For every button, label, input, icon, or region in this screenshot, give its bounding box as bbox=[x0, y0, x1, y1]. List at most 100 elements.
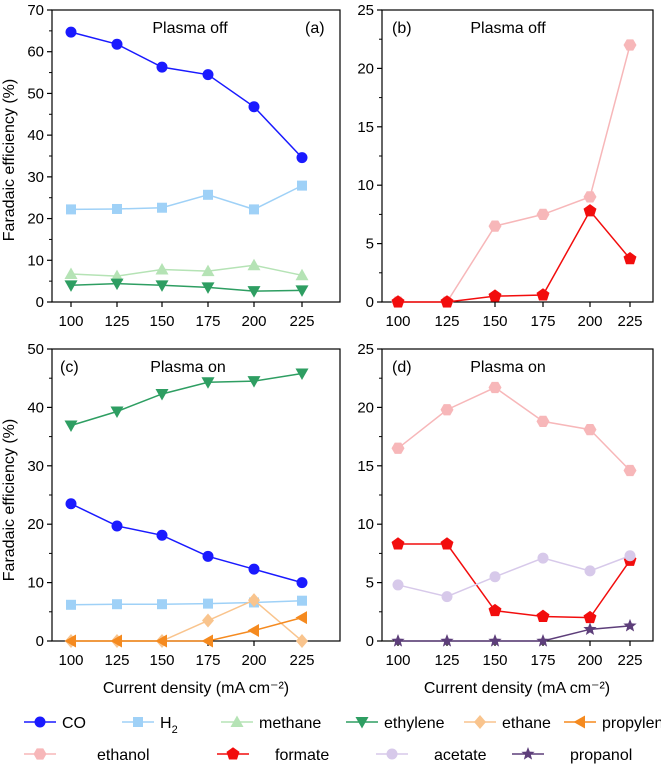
data-point-methane bbox=[155, 262, 169, 275]
data-point-propanol bbox=[488, 634, 502, 647]
y-axis-title-bottom: Faradaic efficiency (%) bbox=[1, 419, 18, 581]
legend-marker-methane bbox=[230, 715, 244, 727]
x-tick-label: 125 bbox=[104, 313, 129, 330]
y-tick-label: 15 bbox=[357, 119, 374, 136]
x-tick-label: 175 bbox=[195, 313, 220, 330]
data-point-ethanol bbox=[583, 191, 597, 203]
legend-marker-ethylene bbox=[355, 717, 369, 729]
x-tick-label: 175 bbox=[530, 313, 555, 330]
data-point-propanol bbox=[623, 618, 637, 632]
data-point-ethylene bbox=[201, 377, 215, 389]
data-point-ethanol bbox=[536, 208, 550, 221]
x-axis-title-right: Current density (mA cm⁻²) bbox=[424, 680, 610, 697]
panel-title: Plasma off bbox=[470, 20, 546, 37]
data-point-acetate bbox=[392, 579, 404, 591]
y-tick-label: 40 bbox=[27, 399, 44, 416]
data-point-propanol bbox=[391, 634, 405, 647]
legend-marker-ethane bbox=[474, 715, 486, 729]
series-line-propylene bbox=[71, 616, 303, 642]
series-ethanol bbox=[391, 39, 637, 308]
panel-3: 0 10 20 30 40 50 100 125 150 175 200 225 Plasma on (c… bbox=[27, 341, 341, 669]
y-tick-label: 10 bbox=[357, 516, 374, 533]
legend-item-ethanol: ethanol bbox=[24, 747, 150, 764]
series-propylene bbox=[64, 611, 307, 648]
data-point-formate bbox=[391, 295, 405, 308]
y-tick-label: 60 bbox=[27, 44, 44, 61]
data-point-ethane bbox=[296, 634, 308, 648]
x-tick-label: 100 bbox=[385, 652, 410, 669]
series-propanol bbox=[391, 618, 637, 647]
x-tick-label: 200 bbox=[577, 313, 602, 330]
data-point-propylene bbox=[295, 611, 307, 625]
legend-marker-propanol bbox=[521, 747, 535, 760]
panel-label: (d) bbox=[392, 359, 412, 376]
panel-label: (b) bbox=[392, 20, 412, 37]
data-point-formate bbox=[488, 603, 502, 617]
data-point-ethylene bbox=[247, 376, 261, 388]
data-point-methane bbox=[201, 264, 215, 277]
panel-title: Plasma on bbox=[150, 359, 226, 376]
series-line-acetate bbox=[397, 555, 631, 598]
data-point-CO bbox=[65, 498, 77, 510]
x-tick-label: 125 bbox=[104, 652, 129, 669]
legend-marker-CO bbox=[34, 716, 46, 728]
x-tick-label: 150 bbox=[482, 313, 507, 330]
legend-item-ethylene: ethylene bbox=[346, 715, 445, 732]
data-point-ethylene bbox=[64, 280, 78, 292]
data-point-H2 bbox=[203, 189, 213, 200]
y-tick-label: 15 bbox=[357, 458, 374, 475]
data-point-ethanol bbox=[440, 404, 454, 416]
series-line-ethane bbox=[71, 599, 303, 642]
x-tick-label: 125 bbox=[434, 652, 459, 669]
y-tick-label: 20 bbox=[27, 211, 44, 228]
y-tick-label: 40 bbox=[27, 127, 44, 144]
data-point-ethanol bbox=[623, 39, 637, 51]
data-point-ethylene bbox=[64, 420, 78, 433]
legend-item-propanol: propanol bbox=[512, 747, 632, 764]
data-point-formate bbox=[440, 537, 454, 550]
data-point-H2 bbox=[112, 203, 122, 214]
plot-frame bbox=[381, 9, 654, 303]
data-point-formate bbox=[583, 610, 597, 624]
x-tick-label: 100 bbox=[58, 652, 83, 669]
legend-marker-ethanol bbox=[33, 748, 47, 760]
series-line-formate bbox=[398, 543, 631, 619]
x-tick-label: 200 bbox=[241, 313, 266, 330]
data-point-H2 bbox=[66, 599, 76, 610]
data-point-ethylene bbox=[295, 285, 309, 297]
data-point-formate bbox=[583, 204, 597, 217]
data-point-H2 bbox=[157, 599, 167, 610]
data-point-ethylene bbox=[155, 388, 169, 401]
y-tick-label: 25 bbox=[357, 2, 374, 19]
series-line-H2 bbox=[70, 599, 303, 606]
panel-label: (c) bbox=[60, 359, 79, 376]
panel-title: Plasma on bbox=[470, 359, 546, 376]
y-tick-label: 50 bbox=[27, 341, 44, 358]
legend-marker-H2 bbox=[133, 717, 143, 727]
x-tick-label: 100 bbox=[385, 313, 410, 330]
data-point-CO bbox=[156, 529, 168, 541]
data-point-CO bbox=[111, 38, 123, 50]
x-tick-label: 175 bbox=[195, 652, 220, 669]
data-point-CO bbox=[296, 152, 308, 164]
legend-marker-propylene bbox=[573, 715, 585, 729]
legend-label-propanol: propanol bbox=[570, 747, 632, 764]
legend-label-H2: H2 bbox=[160, 715, 178, 736]
series-line-H2 bbox=[70, 184, 303, 211]
data-point-propylene bbox=[247, 623, 259, 637]
data-point-CO bbox=[296, 577, 308, 589]
y-tick-label: 5 bbox=[366, 236, 374, 253]
legend-item-formate: formate bbox=[217, 747, 329, 764]
y-tick-label: 5 bbox=[366, 575, 374, 592]
legend-label-ethanol: ethanol bbox=[97, 747, 150, 764]
data-point-H2 bbox=[297, 595, 307, 606]
panel-title: Plasma off bbox=[152, 20, 228, 37]
data-point-ethanol bbox=[488, 381, 502, 394]
y-tick-label: 25 bbox=[357, 341, 374, 358]
data-point-ethylene bbox=[155, 280, 169, 292]
data-point-methane bbox=[110, 269, 124, 282]
panel-label: (a) bbox=[305, 20, 325, 37]
data-point-acetate bbox=[537, 552, 549, 564]
